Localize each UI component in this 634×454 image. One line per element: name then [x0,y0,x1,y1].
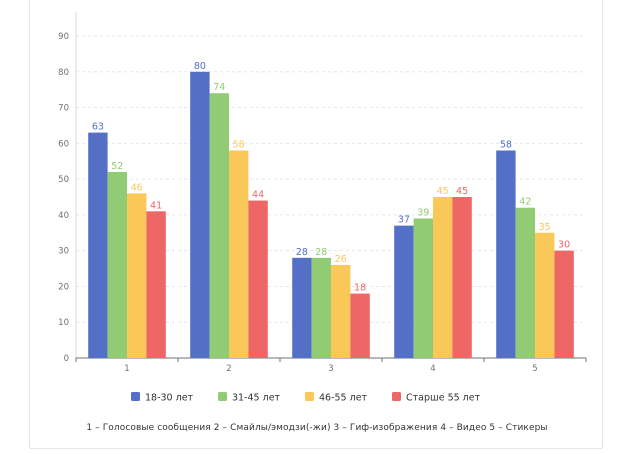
bars [88,71,574,359]
bar [554,250,574,358]
data-label: 74 [213,82,225,93]
x-tick-label: 5 [532,364,537,374]
category-note: 1 – Голосовые сообщения 2 – Смайлы/эмодз… [86,423,548,433]
x-tick-label: 2 [226,364,231,374]
bar [496,150,516,358]
y-tick-label: 70 [58,104,69,114]
data-label: 42 [519,197,531,208]
data-label: 52 [111,161,123,172]
y-tick-label: 30 [58,247,69,257]
data-label: 28 [296,247,308,258]
legend-swatch [131,392,140,401]
bar [515,207,535,358]
bar [331,264,351,358]
data-label: 63 [92,122,104,133]
bar [127,193,147,358]
y-axis: 0 10 20 30 40 50 60 70 80 90 [58,12,77,364]
bar [229,150,249,358]
data-label: 44 [252,190,264,201]
data-label: 58 [500,139,512,150]
legend-label: Старше 55 лет [406,393,481,404]
data-label: 30 [558,240,570,251]
data-label: 45 [456,186,468,197]
bar [209,93,229,358]
legend-swatch [392,392,401,401]
y-tick-label: 60 [58,139,69,149]
y-tick-label: 10 [58,318,69,328]
bar [146,211,166,358]
data-label: 35 [539,222,551,233]
bar [311,257,331,358]
bar [433,197,453,358]
legend-label: 46-55 лет [319,393,368,404]
x-tick-label: 1 [124,364,129,374]
data-label: 58 [233,139,245,150]
bar [535,232,555,358]
legend-swatch [218,392,227,401]
data-label: 18 [354,283,366,294]
y-tick-label: 80 [58,68,69,78]
x-tick-label: 3 [328,364,333,374]
bar [413,218,433,358]
y-tick-label: 0 [64,354,69,364]
x-tick-label: 4 [430,364,435,374]
bar [248,200,268,358]
bar [292,257,312,358]
y-tick-label: 40 [58,211,69,221]
value-labels: 63 52 46 41 80 74 58 44 28 28 26 18 37 39 45 45 58 42 35 30 [92,61,570,294]
bar [394,225,414,358]
legend: 18-30 лет 31-45 лет 46-55 лет Старше 55 лет [131,392,481,404]
y-tick-label: 50 [58,175,69,185]
y-tick-label: 90 [58,32,69,42]
x-axis: 1 2 3 4 5 [75,357,587,374]
bar [452,197,472,358]
data-label: 37 [398,215,410,226]
data-label: 39 [417,207,429,218]
data-label: 46 [131,182,143,193]
data-label: 28 [315,247,327,258]
legend-swatch [305,392,314,401]
bar [107,171,127,358]
bar [350,293,370,358]
legend-label: 18-30 лет [145,393,194,404]
y-tick-label: 20 [58,282,69,292]
data-label: 26 [335,254,347,265]
data-label: 80 [194,61,206,72]
legend-label: 31-45 лет [232,393,281,404]
data-label: 41 [150,200,162,211]
bar [190,71,210,359]
bar [88,132,108,358]
data-label: 45 [437,186,449,197]
